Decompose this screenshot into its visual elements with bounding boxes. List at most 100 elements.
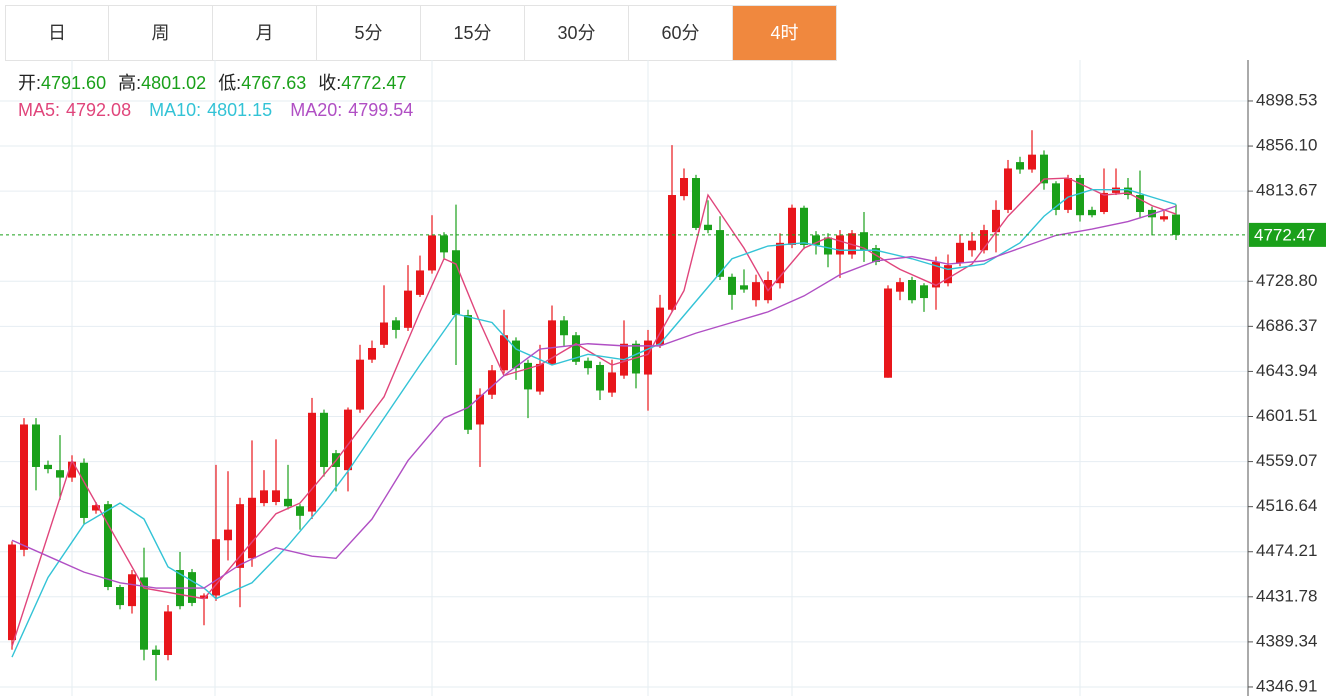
y-tick-label: 4559.07 bbox=[1256, 451, 1317, 470]
candle-body bbox=[572, 335, 580, 362]
candle-body bbox=[8, 544, 16, 641]
candle-body bbox=[908, 280, 916, 301]
candle-body bbox=[536, 363, 544, 392]
tab[interactable]: 15分 bbox=[421, 6, 525, 60]
candle-body bbox=[740, 285, 748, 290]
ohlc-label: 开: bbox=[18, 73, 41, 93]
ma-line bbox=[11, 189, 1177, 658]
ohlc-label: 低: bbox=[218, 73, 241, 93]
candle-body bbox=[140, 577, 148, 650]
candle-body bbox=[980, 230, 988, 251]
y-tick-label: 4728.80 bbox=[1256, 271, 1317, 290]
tab[interactable]: 4时 bbox=[733, 6, 837, 60]
candle-body bbox=[32, 424, 40, 467]
ohlc-value: 4791.60 bbox=[41, 73, 106, 93]
tab[interactable]: 30分 bbox=[525, 6, 629, 60]
candle-body bbox=[488, 370, 496, 395]
candle-body bbox=[200, 595, 208, 599]
candle-body bbox=[248, 497, 256, 559]
ohlc-value: 4801.02 bbox=[141, 73, 206, 93]
y-tick-label: 4516.64 bbox=[1256, 496, 1317, 515]
tab[interactable]: 周 bbox=[109, 6, 213, 60]
candle-body bbox=[68, 461, 76, 478]
tab[interactable]: 5分 bbox=[317, 6, 421, 60]
candle-body bbox=[668, 195, 676, 310]
candle-body bbox=[236, 504, 244, 568]
candle-body bbox=[824, 237, 832, 255]
y-tick-label: 4601.51 bbox=[1256, 406, 1317, 425]
candle-body bbox=[1088, 209, 1096, 216]
candle-body bbox=[92, 505, 100, 511]
candle-body bbox=[428, 235, 436, 271]
candle-body bbox=[500, 335, 508, 371]
candle-body bbox=[212, 539, 220, 596]
candle-body bbox=[944, 265, 952, 284]
ohlc-label: 收: bbox=[318, 73, 341, 93]
candle-body bbox=[932, 261, 940, 288]
candle-body bbox=[680, 178, 688, 197]
candle-body bbox=[1136, 195, 1144, 213]
candle-body bbox=[104, 504, 112, 588]
candle-body bbox=[896, 282, 904, 292]
tab[interactable]: 月 bbox=[213, 6, 317, 60]
candle-body bbox=[596, 364, 604, 391]
candle-body bbox=[1100, 192, 1108, 213]
candle-body bbox=[284, 498, 292, 507]
y-tick-label: 4474.21 bbox=[1256, 541, 1317, 560]
candle-body bbox=[296, 506, 304, 516]
candle-body bbox=[1016, 162, 1024, 170]
ohlc-header: 开:4791.60 高:4801.02 低:4767.63 收:4772.47 bbox=[18, 73, 406, 93]
candle-body bbox=[392, 320, 400, 330]
candle-body bbox=[716, 230, 724, 277]
ma-label: MA5: bbox=[18, 100, 60, 120]
candle-body bbox=[704, 224, 712, 231]
candle-body bbox=[1076, 178, 1084, 216]
ohlc-value: 4767.63 bbox=[241, 73, 306, 93]
candle-body bbox=[272, 490, 280, 503]
candle-body bbox=[728, 276, 736, 295]
candle-body bbox=[44, 464, 52, 470]
candle-body bbox=[224, 529, 232, 541]
candle-body bbox=[692, 178, 700, 228]
tab[interactable]: 60分 bbox=[629, 6, 733, 60]
y-tick-label: 4643.94 bbox=[1256, 361, 1317, 380]
ohlc-label: 高: bbox=[118, 73, 141, 93]
candle-body bbox=[656, 307, 664, 345]
candle-body bbox=[920, 285, 928, 299]
candle-body bbox=[1160, 216, 1168, 220]
candle-body bbox=[164, 611, 172, 655]
candle-body bbox=[368, 347, 376, 360]
ohlc-value: 4772.47 bbox=[341, 73, 406, 93]
candle-body bbox=[128, 574, 136, 607]
candle-body bbox=[380, 322, 388, 345]
candle-body bbox=[860, 232, 868, 251]
candle-body bbox=[968, 240, 976, 251]
candle-body bbox=[308, 412, 316, 512]
timeframe-tabs: 日周月 5分 15分 30分 60分 4时 bbox=[5, 5, 837, 61]
candle-body bbox=[260, 490, 268, 504]
candle-body bbox=[1004, 168, 1012, 210]
candle-body bbox=[776, 242, 784, 284]
current-price-label: 4772.47 bbox=[1254, 225, 1315, 244]
candle-body bbox=[548, 320, 556, 364]
tab[interactable]: 日 bbox=[5, 6, 109, 60]
ma-value: 4792.08 bbox=[66, 100, 131, 120]
candle-body bbox=[992, 209, 1000, 233]
candle-body bbox=[356, 359, 364, 410]
candle-body bbox=[584, 360, 592, 369]
y-tick-label: 4686.37 bbox=[1256, 316, 1317, 335]
candle-body bbox=[416, 270, 424, 295]
candle-body bbox=[1040, 154, 1048, 184]
ma-line bbox=[11, 205, 1177, 589]
candle-body bbox=[1172, 214, 1180, 235]
candle-body bbox=[788, 207, 796, 245]
y-tick-label: 4898.53 bbox=[1256, 90, 1317, 109]
y-tick-label: 4431.78 bbox=[1256, 586, 1317, 605]
ma-value: 4801.15 bbox=[207, 100, 272, 120]
candle-body bbox=[752, 282, 760, 301]
y-tick-label: 4389.34 bbox=[1256, 631, 1317, 650]
candle-body bbox=[524, 362, 532, 390]
candle-body bbox=[320, 412, 328, 467]
candle-body bbox=[20, 424, 28, 550]
ma-header: MA5: 4792.08 MA10: 4801.15 MA20: 4799.54 bbox=[18, 100, 413, 120]
